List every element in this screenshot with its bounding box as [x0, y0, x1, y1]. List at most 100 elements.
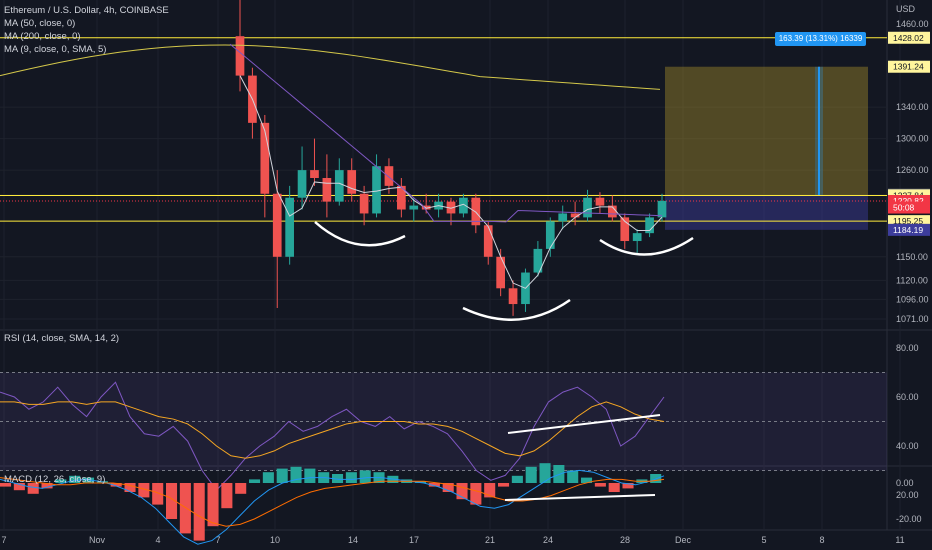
candle-body	[359, 193, 369, 214]
macd-histogram-bar	[124, 483, 136, 492]
macd-histogram-bar	[179, 483, 191, 534]
macd-histogram-bar	[55, 479, 67, 483]
time-tick-label: Nov	[89, 535, 106, 545]
price-tick-label: 1071.00	[896, 314, 929, 324]
price-tag-label: 1184.19	[893, 225, 923, 235]
price-tag-label: 1195.25	[893, 216, 923, 226]
time-tick-label: 7	[1, 535, 6, 545]
signal-line	[0, 477, 665, 527]
macd-histogram-bar	[470, 483, 482, 505]
macd-histogram-bar	[304, 468, 316, 483]
candle-body	[570, 213, 580, 218]
candle-body	[272, 193, 282, 257]
ma9-line	[239, 75, 663, 289]
macd-histogram-bar	[69, 475, 81, 483]
macd-histogram-bar	[498, 483, 510, 487]
price-tag	[888, 31, 930, 44]
candle-body	[421, 205, 431, 210]
candle-body	[285, 197, 294, 257]
candle-body	[372, 166, 381, 214]
price-tick-label: 1460.00	[896, 19, 929, 29]
rsi-legend[interactable]: RSI (14, close, SMA, 14, 2)	[4, 333, 120, 344]
macd-line	[0, 469, 665, 545]
macd-histogram-bar	[13, 483, 25, 491]
price-tag-label: 1220.82	[893, 196, 924, 206]
macd-histogram-bar	[152, 483, 164, 505]
macd-histogram-bar	[166, 483, 178, 519]
price-tag	[888, 223, 930, 236]
candle-body	[459, 197, 468, 214]
macd-histogram-bar	[110, 483, 122, 487]
candle-body	[310, 170, 319, 179]
price-tick-label: 1120.00	[896, 275, 928, 285]
time-tick-label: 4	[155, 535, 160, 545]
time-tick-label: 8	[819, 535, 824, 545]
macd-histogram-bar	[345, 472, 357, 483]
macd-histogram-bar	[456, 483, 468, 500]
macd-histogram-bar	[27, 483, 39, 494]
price-tick-label: 1340.00	[896, 102, 929, 112]
time-tick-label: 17	[409, 535, 419, 545]
macd-histogram-bar	[567, 470, 579, 483]
time-tick-label: 7	[215, 535, 220, 545]
candle-body	[322, 178, 332, 202]
measure-label: 163.39 (13.31%) 16339	[775, 32, 866, 46]
candle-body	[260, 122, 270, 194]
macd-histogram-bar	[442, 483, 454, 492]
price-tag-label: 1428.02	[893, 33, 924, 43]
macd-histogram-bar	[0, 483, 12, 487]
ma50-line	[229, 43, 663, 223]
macd-histogram-bar	[138, 483, 150, 498]
candle-body	[347, 170, 357, 194]
price-tick-label: 1260.00	[896, 165, 929, 175]
time-tick-label: 28	[620, 535, 630, 545]
candle-body	[471, 197, 481, 226]
macd-histogram-bar	[249, 479, 261, 483]
macd-histogram-bar	[553, 465, 565, 483]
macd-histogram-bar	[262, 472, 274, 483]
macd-legend[interactable]: MACD (12, 26, close, 9)	[4, 474, 106, 485]
ma50-legend[interactable]: MA (50, close, 0)	[4, 18, 76, 29]
ma200-legend[interactable]: MA (200, close, 0)	[4, 31, 81, 42]
ma200-line	[0, 44, 661, 90]
currency-label: USD	[896, 4, 916, 14]
time-tick-label: 10	[270, 535, 280, 545]
candle-body	[620, 217, 630, 242]
macd-histogram-bar	[581, 477, 593, 483]
price-tick-label: 1150.00	[896, 252, 928, 262]
head-drawing	[462, 298, 571, 321]
price-tag-label: 1391.24	[893, 62, 924, 72]
rsi-tick-label: 40.00	[896, 441, 919, 451]
candle-body	[508, 288, 518, 305]
time-tick-label: 14	[348, 535, 358, 545]
symbol-title: Ethereum / U.S. Dollar, 4h, COINBASE	[4, 5, 169, 16]
candle-body	[384, 166, 394, 186]
candle-body	[645, 217, 654, 234]
candle-body	[595, 197, 605, 206]
ma9-legend[interactable]: MA (9, close, 0, SMA, 5)	[4, 44, 107, 55]
time-tick-label: 21	[485, 535, 495, 545]
left-shoulder-drawing	[314, 221, 406, 247]
candle-body	[558, 213, 568, 222]
candle-body	[334, 170, 344, 202]
macd-histogram-bar	[359, 470, 371, 483]
candle-body	[397, 185, 406, 210]
macd-histogram-bar	[608, 483, 620, 492]
rsi-divergence-line	[507, 414, 661, 434]
candle-body	[657, 200, 667, 218]
macd-histogram-bar	[290, 466, 302, 483]
macd-histogram-bar	[622, 483, 634, 489]
macd-histogram-bar	[193, 483, 205, 541]
macd-histogram-bar	[207, 483, 219, 527]
candle-body	[483, 225, 493, 257]
price-tick-label: 1096.00	[896, 294, 929, 304]
macd-histogram-bar	[276, 468, 288, 483]
time-tick-label: Dec	[675, 535, 692, 545]
measure-band	[815, 66, 823, 196]
candle-body	[545, 221, 555, 249]
macd-histogram-bar	[484, 483, 496, 498]
right-shoulder-drawing	[599, 236, 694, 256]
price-tag-label: 50:08	[893, 203, 915, 213]
rsi-ma-line	[0, 401, 665, 459]
